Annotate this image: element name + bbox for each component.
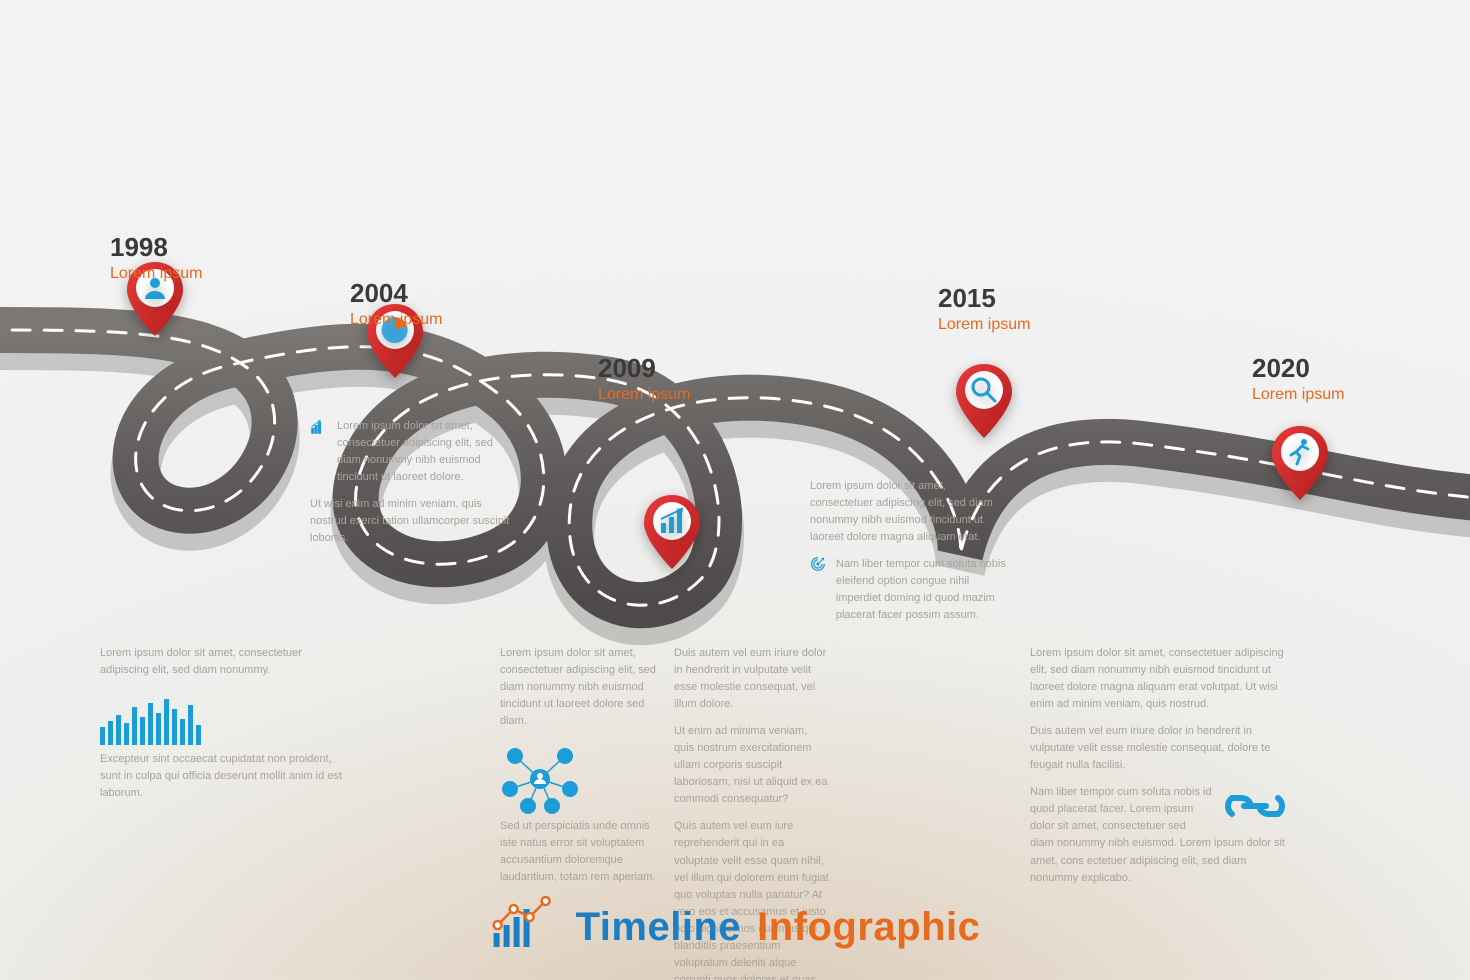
tb-bc-c1p2: Sed ut perspiciatis unde omnis iste natu…	[500, 818, 656, 886]
year-label-m1: 1998 Lorem ipsum	[110, 232, 202, 283]
map-pin-m4	[954, 362, 1014, 440]
magnifier-icon	[968, 374, 1000, 406]
year-subtitle-m3: Lorem ipsum	[598, 386, 690, 404]
year-subtitle-m4: Lorem ipsum	[938, 316, 1030, 334]
runner-icon	[1284, 436, 1316, 468]
year-subtitle-m1: Lorem ipsum	[110, 265, 202, 283]
tb-bl-p2: Excepteur sint occaecat cupidatat non pr…	[100, 751, 345, 802]
textblock-2004-p2: Ut wisi enim ad minim veniam, quis nostr…	[310, 496, 510, 547]
map-pin-m5	[1270, 424, 1330, 502]
year-m3: 2009	[598, 353, 690, 384]
textblock-bottom-right: Lorem ipsum dolor sit amet, consectetuer…	[1030, 645, 1290, 897]
bar-chart-icon	[100, 695, 210, 745]
footer-word-2: Infographic	[757, 905, 980, 950]
year-label-m3: 2009 Lorem ipsum	[598, 353, 690, 404]
chain-icon	[1220, 786, 1290, 826]
textblock-2015-p2: Nam liber tempor cum soluta nobis eleife…	[836, 556, 1010, 624]
year-m1: 1998	[110, 232, 202, 263]
tb-bl-p1: Lorem ipsum dolor sit amet, consectetuer…	[100, 645, 345, 679]
year-m2: 2004	[350, 278, 442, 309]
growth-chart-icon	[310, 418, 327, 474]
textblock-bottom-left: Lorem ipsum dolor sit amet, consectetuer…	[100, 645, 345, 812]
year-m4: 2015	[938, 283, 1030, 314]
footer-word-1: Timeline	[576, 905, 742, 950]
footer-title: Timeline Infographic	[490, 895, 981, 950]
year-label-m4: 2015 Lorem ipsum	[938, 283, 1030, 334]
target-icon	[810, 556, 826, 612]
textblock-2004: Lorem ipsum dolor sit amet, consectetuer…	[310, 418, 510, 557]
year-subtitle-m5: Lorem ipsum	[1252, 386, 1344, 404]
bars-up-icon	[656, 505, 688, 537]
textblock-2004-p1: Lorem ipsum dolor sit amet, consectetuer…	[337, 418, 510, 486]
network-icon	[500, 744, 580, 814]
year-label-m2: 2004 Lorem ipsum	[350, 278, 442, 329]
year-label-m5: 2020 Lorem ipsum	[1252, 353, 1344, 404]
year-subtitle-m2: Lorem ipsum	[350, 311, 442, 329]
infographic-canvas: 1998 Lorem ipsum 2004 Lorem ipsum 2009 L…	[0, 0, 1470, 980]
textblock-2015-p1: Lorem ipsum dolor sit amet, consectetuer…	[810, 478, 1010, 546]
textblock-2015: Lorem ipsum dolor sit amet, consectetuer…	[810, 478, 1010, 634]
year-m5: 2020	[1252, 353, 1344, 384]
tb-br-p2: Duis autem vel eum iriure dolor in hendr…	[1030, 723, 1290, 774]
tb-bc-c2p1: Duis autem vel eum iriure dolor in hendr…	[674, 645, 830, 713]
map-pin-m3	[642, 493, 702, 571]
tb-bc-c1p1: Lorem ipsum dolor sit amet, consectetuer…	[500, 645, 656, 730]
chart-dots-icon	[490, 895, 560, 950]
tb-br-p1: Lorem ipsum dolor sit amet, consectetuer…	[1030, 645, 1290, 713]
tb-bc-c2p2: Ut enim ad minima veniam, quis nostrum e…	[674, 723, 830, 808]
